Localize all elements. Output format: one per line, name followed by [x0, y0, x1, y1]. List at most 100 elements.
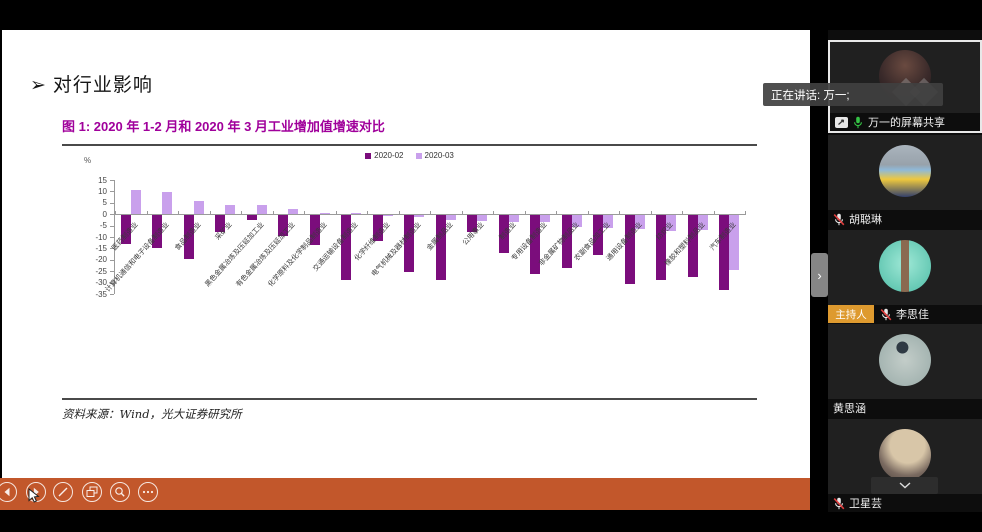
- x-tick: [650, 211, 652, 215]
- bar: [414, 215, 425, 217]
- x-tick: [335, 211, 337, 215]
- y-tick: [110, 237, 114, 238]
- x-tick: [745, 211, 746, 215]
- bar: [309, 215, 320, 245]
- avatar: [879, 429, 931, 481]
- participant-name: 李思佳: [896, 309, 929, 321]
- y-tick-label: 15: [98, 175, 107, 185]
- bar: [288, 208, 299, 215]
- legend-item: 2020-02: [365, 151, 404, 160]
- x-tick: [304, 211, 305, 215]
- bar: [341, 215, 352, 281]
- participant-tile[interactable]: 胡聪琳: [828, 135, 982, 228]
- bar: [603, 215, 614, 228]
- bar: [246, 215, 257, 220]
- bar: [687, 215, 698, 277]
- bar: [666, 215, 677, 232]
- bar: [130, 190, 141, 215]
- y-tick: [110, 191, 114, 193]
- participant-tile-host[interactable]: 主持人 李思佳: [828, 230, 982, 323]
- bar: [183, 215, 194, 259]
- bar: [162, 191, 173, 215]
- y-tick: [110, 214, 114, 216]
- y-tick: [110, 180, 114, 181]
- bar: [382, 215, 393, 217]
- mic-muted-icon: [880, 308, 892, 321]
- bar: [152, 215, 163, 249]
- panel-collapse-icon[interactable]: ›: [811, 253, 828, 297]
- y-tick: [110, 271, 114, 273]
- bar: [467, 215, 478, 233]
- bar: [477, 215, 488, 222]
- previous-slide-icon[interactable]: [0, 481, 18, 503]
- x-tick: [713, 211, 715, 215]
- divider: [62, 144, 757, 146]
- chevron-down-icon[interactable]: [871, 477, 938, 494]
- y-tick: [110, 225, 114, 227]
- bar: [193, 200, 204, 215]
- bar: [634, 215, 645, 229]
- source-note: 资料来源：Wind，光大证券研究所: [62, 407, 242, 421]
- participant-name: 黄思涵: [833, 403, 866, 415]
- bar: [256, 205, 267, 215]
- y-tick-label: 5: [102, 198, 107, 208]
- more-options-icon[interactable]: [137, 481, 159, 503]
- x-tick: [587, 211, 589, 215]
- y-tick: [110, 294, 114, 295]
- bar: [508, 215, 519, 223]
- mic-on-icon: [852, 116, 864, 129]
- x-tick: [619, 211, 620, 215]
- bar: [404, 215, 415, 273]
- bar: [225, 204, 236, 215]
- participant-label: 胡聪琳: [828, 210, 982, 228]
- x-tick: [682, 211, 683, 215]
- bar: [215, 215, 226, 233]
- screen-share-icon: [835, 116, 848, 128]
- participant-tile[interactable]: 黄思涵: [828, 324, 982, 417]
- mic-muted-icon: [833, 497, 845, 510]
- arrow-bullet-icon: ➢: [30, 75, 47, 96]
- bar: [571, 215, 582, 228]
- participant-tile[interactable]: 卫星芸: [828, 419, 982, 512]
- x-tick: [556, 211, 557, 215]
- chart-legend: 2020-02 2020-03: [62, 151, 757, 160]
- bar: [120, 215, 131, 244]
- magnifier-icon[interactable]: [109, 481, 131, 503]
- x-tick: [146, 211, 148, 215]
- legend-swatch: [365, 152, 372, 159]
- bar: [351, 213, 362, 215]
- x-tick: [461, 211, 463, 215]
- bar: [372, 215, 383, 242]
- bar: [729, 215, 740, 270]
- x-tick: [241, 211, 242, 215]
- y-tick: [110, 259, 114, 261]
- bar: [719, 215, 730, 291]
- host-badge: 主持人: [828, 305, 874, 323]
- pen-icon[interactable]: [52, 481, 74, 503]
- divider: [62, 398, 757, 400]
- y-axis-unit: %: [84, 156, 92, 165]
- y-tick: [110, 202, 114, 204]
- bar: [498, 215, 509, 253]
- y-tick: [110, 282, 114, 284]
- avatar: [879, 334, 931, 386]
- participant-label: 卫星芸: [828, 494, 982, 512]
- x-axis-label: 公用事业: [462, 221, 486, 248]
- bar: [530, 215, 541, 275]
- avatar: [879, 240, 931, 292]
- x-axis-label: 化学原料及化学制品制造业: [267, 221, 329, 289]
- mic-muted-icon: [833, 213, 845, 226]
- bar: [278, 215, 289, 236]
- bar: [445, 215, 456, 221]
- bar: [593, 215, 604, 256]
- y-tick-label: 0: [102, 209, 107, 219]
- slides-panel-icon[interactable]: [81, 481, 103, 503]
- participant-name: 胡聪琳: [849, 214, 882, 226]
- page-title: ➢ 对行业影响: [30, 75, 153, 96]
- y-tick-label: 10: [98, 186, 107, 196]
- figure-title: 图 1: 2020 年 1-2 月和 2020 年 3 月工业增加值增速对比: [62, 119, 385, 134]
- y-tick-label: -20: [95, 255, 107, 265]
- x-axis-line: [114, 214, 746, 216]
- participant-label: 万一的屏幕共享: [830, 113, 980, 131]
- y-tick-label: -30: [95, 278, 107, 288]
